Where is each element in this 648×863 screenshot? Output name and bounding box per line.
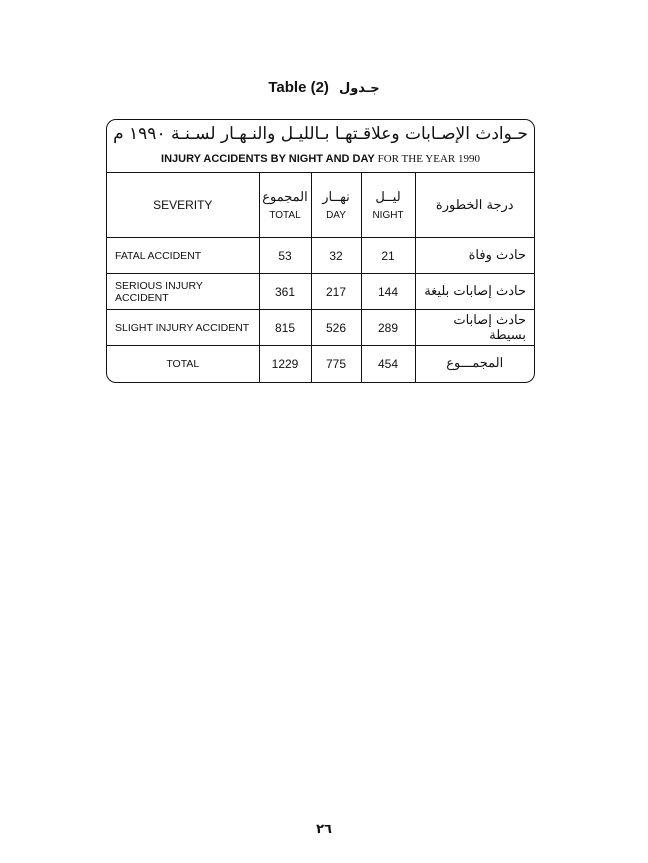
cell-total: 53 xyxy=(258,237,312,274)
row-label: SLIGHT INJURY ACCIDENT xyxy=(107,309,260,346)
row-label-ar: حادث إصابات بسيطة xyxy=(414,309,534,346)
title-en-bold: INJURY ACCIDENTS BY NIGHT AND DAY xyxy=(161,153,375,165)
cell-total: 361 xyxy=(258,273,312,310)
cell-night: 21 xyxy=(360,237,416,274)
header-severity-ar: درجة الخطورة xyxy=(414,172,534,238)
header-night: ليــل NIGHT xyxy=(360,172,416,238)
row-label: SERIOUS INJURY ACCIDENT xyxy=(107,273,260,310)
table-row: SLIGHT INJURY ACCIDENT 815 526 289 حادث إصاب… xyxy=(107,309,534,346)
cell-day: 32 xyxy=(310,237,362,274)
cell-day: 526 xyxy=(310,309,362,346)
row-label-ar: حادث وفاة xyxy=(414,237,534,274)
caption-en: Table (2) xyxy=(268,79,329,96)
row-label: FATAL ACCIDENT xyxy=(107,237,260,274)
title-english: INJURY ACCIDENTS BY NIGHT AND DAY FOR TH… xyxy=(107,153,534,165)
header-row: SEVERITY المجموع TOTAL نهــار DAY ليــل NIG… xyxy=(107,172,534,238)
header-severity: SEVERITY xyxy=(107,172,260,238)
cell-night: 289 xyxy=(360,309,416,346)
page-number: ٢٦ xyxy=(316,822,332,837)
header-total-ar: المجموع xyxy=(262,189,308,205)
header-day-ar: نهــار xyxy=(322,189,350,205)
header-night-en: NIGHT xyxy=(372,209,404,221)
header-day-en: DAY xyxy=(326,209,346,221)
cell-day: 217 xyxy=(310,273,362,310)
table-row: FATAL ACCIDENT 53 32 21 حادث وفاة xyxy=(107,237,534,274)
total-row: TOTAL 1229 775 454 المجمـــوع xyxy=(107,345,534,382)
header-night-ar: ليــل xyxy=(375,189,401,205)
cell-day: 775 xyxy=(310,345,362,382)
cell-total: 815 xyxy=(258,309,312,346)
row-label: TOTAL xyxy=(107,345,260,382)
table-caption: Table (2) جـدول xyxy=(0,79,648,96)
caption-ar: جـدول xyxy=(338,81,380,96)
cell-night: 454 xyxy=(360,345,416,382)
row-label-ar: حادث إصابات بليغة xyxy=(414,273,534,310)
cell-total: 1229 xyxy=(258,345,312,382)
header-total-en: TOTAL xyxy=(269,209,301,221)
data-table: SEVERITY المجموع TOTAL نهــار DAY ليــل NIG… xyxy=(107,172,534,382)
header-day: نهــار DAY xyxy=(310,172,362,238)
row-label-ar: المجمـــوع xyxy=(414,345,534,382)
title-arabic: حـوادث الإصـابات وعلاقـتهـا بـالليـل وال… xyxy=(113,124,528,144)
header-total: المجموع TOTAL xyxy=(258,172,312,238)
title-en-serif: FOR THE YEAR 1990 xyxy=(377,153,480,165)
table-box: حـوادث الإصـابات وعلاقـتهـا بـالليـل وال… xyxy=(106,119,535,383)
cell-night: 144 xyxy=(360,273,416,310)
table-row: SERIOUS INJURY ACCIDENT 361 217 144 حادث إصا… xyxy=(107,273,534,310)
